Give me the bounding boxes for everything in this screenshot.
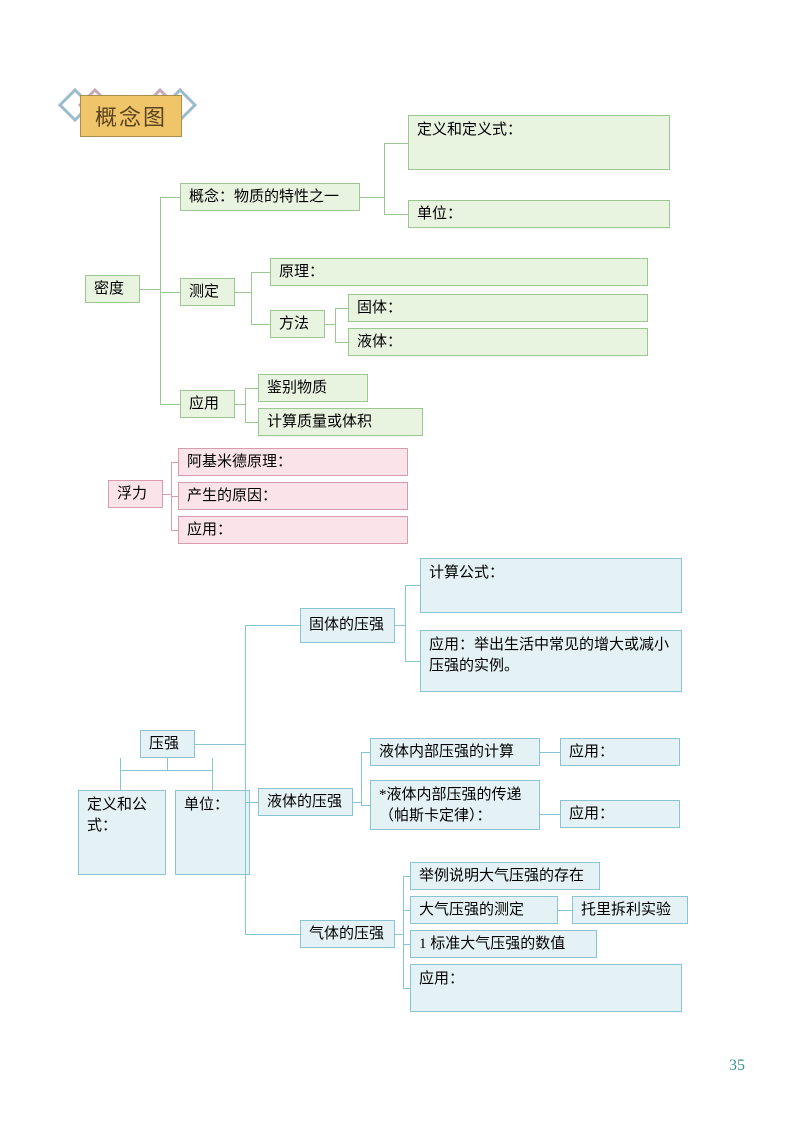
connector [384, 143, 408, 144]
connector [235, 292, 251, 293]
connector [361, 752, 362, 805]
connector [195, 744, 245, 745]
node-liquid-pascal-app: 应用： [560, 800, 680, 828]
connector [163, 494, 171, 495]
node-calc: 计算质量或体积 [258, 408, 423, 436]
connector [558, 910, 572, 911]
node-archimedes: 阿基米德原理： [178, 448, 408, 476]
node-cause: 产生的原因： [178, 482, 408, 510]
connector [395, 625, 405, 626]
node-concept: 概念：物质的特性之一 [180, 183, 360, 211]
connector [140, 289, 160, 290]
node-def-formula: 定义和公式： [78, 790, 166, 875]
connector [212, 758, 213, 790]
connector [353, 802, 361, 803]
node-gas-std: 1 标准大气压强的数值 [410, 930, 597, 958]
connector [540, 814, 560, 815]
node-liquid-calc-app: 应用： [560, 738, 680, 766]
node-press-unit: 单位： [175, 790, 250, 875]
node-identify: 鉴别物质 [258, 374, 368, 402]
connector [245, 625, 300, 626]
connector [251, 272, 252, 324]
title-badge: 概念图 [60, 85, 200, 145]
connector [171, 496, 178, 497]
connector [245, 934, 300, 935]
connector [245, 388, 246, 422]
node-solid-calc: 计算公式： [420, 558, 682, 613]
connector [405, 585, 420, 586]
connector [167, 758, 168, 770]
node-definition: 定义和定义式： [408, 115, 670, 170]
connector [171, 530, 178, 531]
node-solid: 固体： [348, 294, 648, 322]
connector [360, 197, 384, 198]
node-buoyancy: 浮力 [108, 480, 163, 508]
node-gas-measure: 大气压强的测定 [410, 896, 558, 924]
node-gas-apply: 应用： [410, 964, 682, 1012]
node-method: 方法 [270, 310, 325, 338]
node-unit: 单位： [408, 200, 670, 228]
node-measure: 测定 [180, 278, 235, 306]
node-liquid-calc: 液体内部压强的计算 [370, 738, 540, 766]
node-gas-exist: 举例说明大气压强的存在 [410, 862, 600, 890]
title-text: 概念图 [80, 95, 182, 137]
node-liquid-pascal: *液体内部压强的传递（帕斯卡定律）： [370, 780, 540, 830]
node-apply: 应用 [180, 390, 235, 418]
connector [403, 988, 410, 989]
page-number: 35 [729, 1057, 745, 1075]
connector [395, 934, 403, 935]
connector [384, 143, 385, 214]
connector [120, 770, 212, 771]
connector [235, 404, 245, 405]
connector [245, 802, 258, 803]
connector [251, 324, 270, 325]
connector [335, 308, 336, 342]
connector [405, 661, 420, 662]
connector [405, 585, 406, 661]
connector [403, 910, 410, 911]
connector [245, 625, 246, 935]
connector [171, 462, 178, 463]
connector [540, 752, 560, 753]
connector [245, 422, 258, 423]
connector [245, 388, 258, 389]
connector [160, 197, 180, 198]
node-pressure: 压强 [140, 730, 195, 758]
connector [120, 758, 121, 790]
connector [361, 752, 370, 753]
node-liquid-p: 液体的压强 [258, 788, 353, 816]
connector [160, 292, 180, 293]
node-solid-p: 固体的压强 [300, 608, 395, 643]
connector [335, 342, 348, 343]
connector [325, 324, 335, 325]
node-principle: 原理： [270, 258, 648, 286]
node-gas-torr: 托里拆利实验 [572, 896, 688, 924]
node-solid-apply: 应用：举出生活中常见的增大或减小压强的实例。 [420, 630, 682, 692]
connector [251, 272, 270, 273]
connector [384, 214, 408, 215]
connector [403, 876, 410, 877]
connector [403, 944, 410, 945]
connector [160, 197, 161, 404]
node-buoy-apply: 应用： [178, 516, 408, 544]
connector [160, 404, 180, 405]
node-gas-p: 气体的压强 [300, 920, 395, 948]
node-liquid: 液体： [348, 328, 648, 356]
connector [335, 308, 348, 309]
node-density: 密度 [85, 275, 140, 303]
connector [403, 876, 404, 988]
connector [361, 805, 370, 806]
